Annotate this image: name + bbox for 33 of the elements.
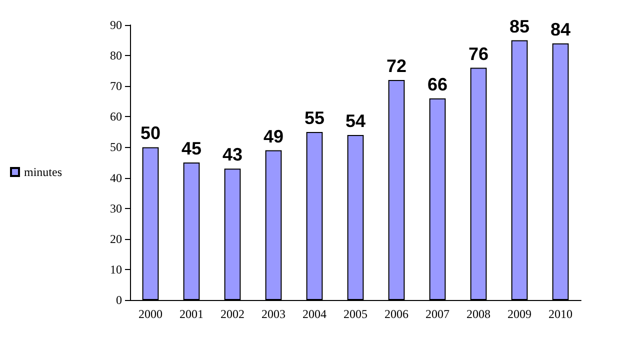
x-tick-label: 2001 xyxy=(180,307,204,321)
data-label: 54 xyxy=(345,111,366,131)
y-tick-label: 10 xyxy=(110,262,122,276)
data-label: 45 xyxy=(181,138,202,158)
x-tick-label: 2003 xyxy=(262,307,286,321)
data-label: 72 xyxy=(386,56,407,76)
y-tick-label: 40 xyxy=(110,170,122,185)
x-tick-label: 2008 xyxy=(466,307,490,321)
legend-label: minutes xyxy=(24,165,62,179)
y-tick-label: 70 xyxy=(110,79,122,94)
x-tick-label: 2005 xyxy=(344,307,368,321)
y-tick-label: 90 xyxy=(110,18,122,32)
y-tick-label: 50 xyxy=(110,140,122,154)
y-tick-label: 20 xyxy=(110,232,122,246)
y-tick-label: 80 xyxy=(110,48,122,63)
x-tick-label: 2007 xyxy=(426,307,450,321)
y-tick-label: 60 xyxy=(110,110,122,124)
data-label: 43 xyxy=(222,144,243,165)
y-tick-label: 0 xyxy=(116,293,122,307)
data-label: 84 xyxy=(550,19,571,40)
x-tick-label: 2010 xyxy=(548,307,572,321)
data-label: 49 xyxy=(263,126,284,146)
x-tick-label: 2000 xyxy=(138,307,162,321)
x-tick-label: 2004 xyxy=(302,307,326,321)
data-label: 66 xyxy=(427,74,448,94)
data-label: 85 xyxy=(509,16,530,36)
y-tick-label: 30 xyxy=(110,201,122,216)
data-label: 50 xyxy=(140,123,161,144)
data-label: 76 xyxy=(468,44,489,64)
data-label: 55 xyxy=(304,108,325,128)
x-tick-label: 2009 xyxy=(508,307,532,321)
x-tick-label: 2006 xyxy=(384,307,408,321)
x-tick-label: 2002 xyxy=(220,307,244,321)
